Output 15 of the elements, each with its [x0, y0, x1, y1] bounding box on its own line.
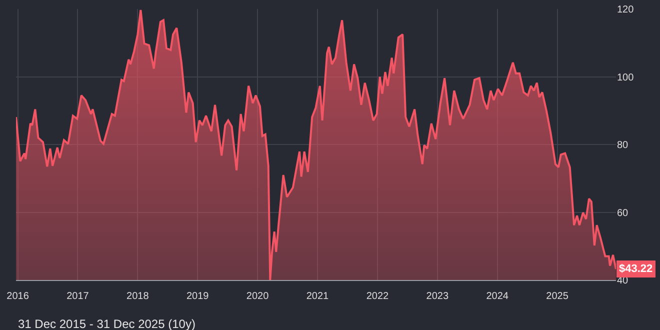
x-tick-label: 2023 — [426, 291, 449, 302]
x-tick-label: 2018 — [126, 291, 150, 302]
x-tick-label: 2016 — [6, 291, 30, 302]
x-tick-label: 2020 — [246, 291, 270, 302]
x-tick-label: 2019 — [186, 291, 210, 302]
x-tick-label: 2025 — [546, 291, 569, 302]
y-tick-label: 60 — [617, 208, 629, 219]
y-tick-label: 80 — [617, 140, 629, 151]
y-tick-label: 100 — [617, 72, 634, 84]
x-tick-label: 2022 — [366, 291, 389, 302]
x-tick-label: 2021 — [306, 291, 330, 302]
y-tick-label: 120 — [617, 4, 634, 16]
annotation: $43.22 — [619, 263, 653, 275]
x-tick-label: 2024 — [486, 291, 509, 302]
x-tick-label: 2017 — [66, 291, 90, 302]
